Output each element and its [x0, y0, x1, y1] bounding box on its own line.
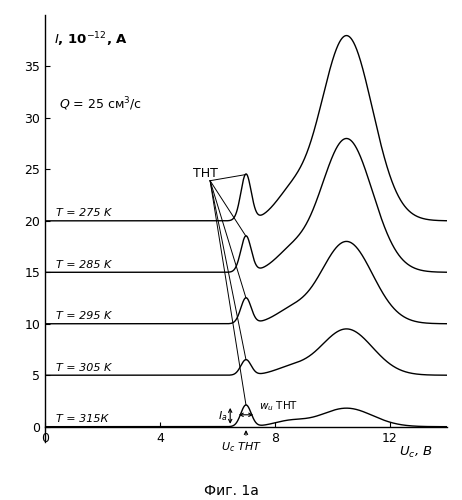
Text: $I_a$: $I_a$	[218, 409, 227, 423]
Text: T = 275 K: T = 275 K	[56, 208, 112, 218]
Text: T = 285 K: T = 285 K	[56, 260, 112, 270]
Text: T = 315К: T = 315К	[56, 414, 109, 424]
Text: $U_c$, В: $U_c$, В	[399, 445, 432, 460]
Text: ТНТ: ТНТ	[194, 166, 218, 179]
Text: $U_c$ ТНТ: $U_c$ ТНТ	[221, 440, 262, 454]
Text: $Q$ = 25 см$^3$/с: $Q$ = 25 см$^3$/с	[59, 95, 142, 113]
Text: T = 305 K: T = 305 K	[56, 362, 112, 372]
Text: $I$, 10$^{-12}$, А: $I$, 10$^{-12}$, А	[54, 30, 128, 49]
Text: T = 295 K: T = 295 K	[56, 311, 112, 321]
Text: $w_u$ ТНТ: $w_u$ ТНТ	[259, 400, 298, 413]
Text: Фиг. 1а: Фиг. 1а	[204, 484, 258, 498]
